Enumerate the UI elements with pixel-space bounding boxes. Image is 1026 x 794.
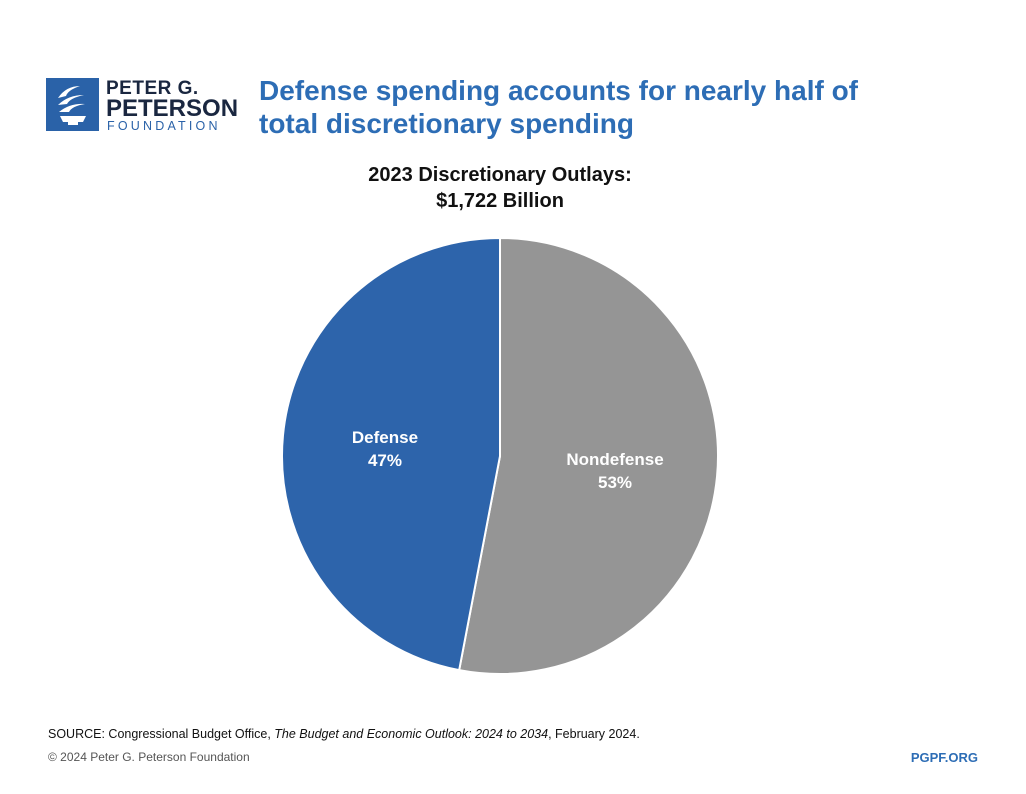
- defense-slice: [281, 236, 501, 672]
- site-link[interactable]: PGPF.ORG: [910, 750, 978, 765]
- source-title: The Budget and Economic Outlook: 2024 to…: [274, 727, 549, 741]
- nondefense-slice-group: Nondefense 53%: [457, 236, 719, 675]
- nondefense-slice: [457, 236, 719, 675]
- copyright-note: © 2024 Peter G. Peterson Foundation: [48, 750, 250, 764]
- torch-icon: [46, 78, 99, 131]
- logo-text-line1: PETER G.: [106, 78, 199, 99]
- foundation-logo: PETER G. PETERSON FOUNDATION: [46, 78, 246, 134]
- source-suffix: , February 2024.: [548, 727, 640, 741]
- chart-title-block: 2023 Discretionary Outlays: $1,722 Billi…: [0, 162, 1000, 214]
- defense-slice-value: 47%: [368, 451, 402, 470]
- defense-slice-label: Defense: [352, 428, 418, 447]
- source-note: SOURCE: Congressional Budget Office, The…: [48, 727, 640, 741]
- nondefense-slice-label: Nondefense: [566, 450, 663, 469]
- page-headline: Defense spending accounts for nearly hal…: [259, 75, 859, 139]
- pie-chart: Nondefense 53% Defense 47%: [281, 236, 719, 675]
- chart-title: 2023 Discretionary Outlays:: [368, 164, 632, 186]
- defense-slice-group: Defense 47%: [281, 236, 501, 672]
- nondefense-slice-value: 53%: [598, 473, 632, 492]
- source-prefix: SOURCE: Congressional Budget Office,: [48, 727, 275, 741]
- logo-text-line3: FOUNDATION: [107, 119, 221, 133]
- logo-text-line2: PETERSON: [106, 95, 239, 122]
- chart-subtitle: $1,722 Billion: [436, 190, 564, 212]
